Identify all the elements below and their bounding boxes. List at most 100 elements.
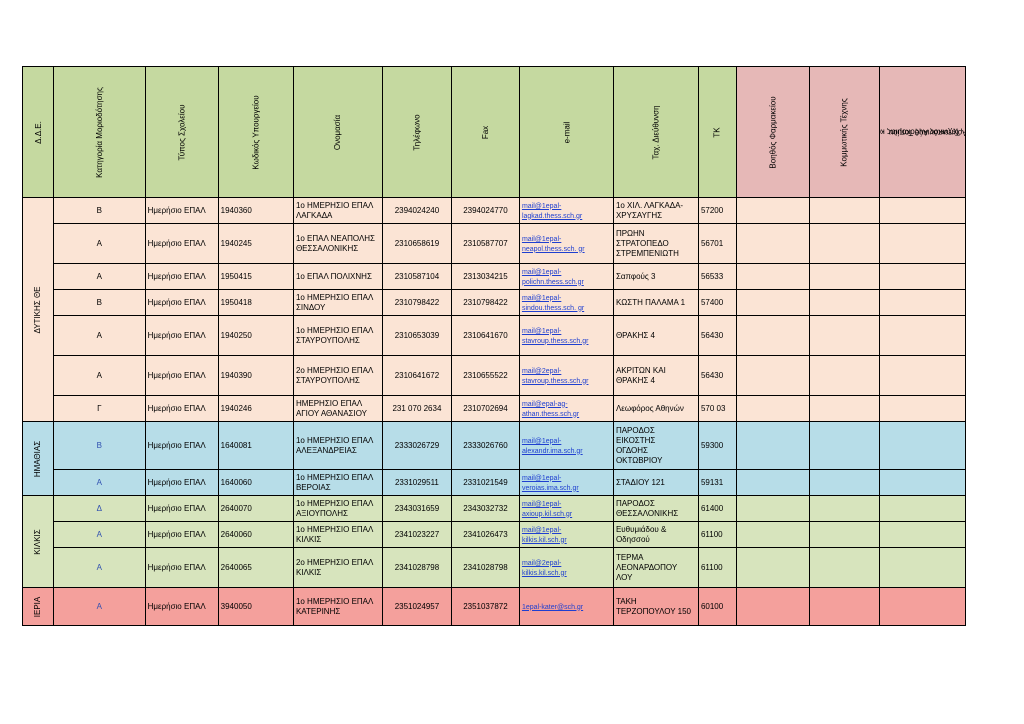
header-label: ΤΚ	[712, 126, 722, 138]
cell-text: ΗΜΑΘΙΑΣ	[33, 440, 42, 477]
cell-spec-floristry	[878, 197, 966, 224]
cell-email[interactable]: mail@1epal-polichn.thess.sch.gr	[518, 263, 614, 290]
cell-name: 1ο ΗΜΕΡΗΣΙΟ ΕΠΑΛ ΚΙΛΚΙΣ	[292, 521, 383, 548]
cell-text: Ημερήσιο ΕΠΑΛ	[147, 477, 206, 487]
email-link[interactable]: mail@1epal-polichn.thess.sch.gr	[522, 269, 584, 286]
header-label: Βοηθός Φαρμακείου	[768, 95, 778, 169]
cell-email[interactable]: mail@1epal-lagkad.thess.sch.gr	[518, 197, 614, 224]
cell-text: 2333026760	[463, 440, 508, 450]
email-link[interactable]: mail@2epal-kilkis.kil.sch.gr	[522, 560, 567, 577]
cell-text: ΚΙΛΚΙΣ	[33, 528, 42, 555]
cell-phone: 2310641672	[381, 355, 452, 396]
cell-text: Ημερήσιο ΕΠΑΛ	[147, 271, 206, 281]
cell-email[interactable]: mail@2epal-stavroup.thess.sch.gr	[518, 355, 614, 396]
cell-email[interactable]: mail@1epal-axioup.kil.sch.gr	[518, 495, 614, 522]
cell-spec-hairdressing	[809, 197, 880, 224]
cell-text: veroias.ima.sch.gr	[521, 484, 579, 492]
cell-school-type: Ημερήσιο ΕΠΑΛ	[144, 355, 219, 396]
email-link[interactable]: mail@1epal-axioup.kil.sch.gr	[522, 501, 572, 518]
cell-text: 1ο ΗΜΕΡΗΣΙΟ ΕΠΑΛ	[295, 435, 374, 445]
cell-text: neapol.thess.sch. gr	[521, 245, 585, 253]
cell-ministry-code: 2640060	[217, 521, 294, 548]
cell-fax: 2331021549	[450, 469, 520, 496]
cell-address: 1ο ΧΙΛ. ΛΑΓΚΑΔΑ- ΧΡΥΣΑΥΓΗΣ	[612, 197, 699, 224]
cell-text: ΣΤΑΥΡΟΥΠΟΛΗΣ	[295, 335, 360, 345]
cell-email[interactable]: mail@1epal-veroias.ima.sch.gr	[518, 469, 614, 496]
cell-ministry-code: 1940390	[217, 355, 294, 396]
cell-spec-pharmacy	[735, 421, 811, 470]
cell-text: athan.thess.sch.gr	[521, 410, 580, 418]
email-link[interactable]: mail@1epal-kilkis.kil.sch.gr	[522, 527, 567, 544]
cell-phone: 2341028798	[381, 547, 452, 588]
cell-phone: 2333026729	[381, 421, 452, 470]
cell-text: Β	[96, 440, 102, 450]
cell-text: 2310653039	[394, 330, 440, 340]
cell-text: axioup.kil.sch.gr	[521, 510, 573, 518]
cell-name: 1ο ΗΜΕΡΗΣΙΟ ΕΠΑΛ ΑΞΙΟΥΠΟΛΗΣ	[292, 495, 383, 522]
header-spec-hairdressing: Κομμωτικής Τέχνης	[809, 66, 880, 198]
cell-spec-floristry	[878, 315, 966, 356]
table-row: Α Ημερήσιο ΕΠΑΛ 1940245 1ο ΕΠΑΛ ΝΕΑΠΟΛΗΣ ΘΕΣ…	[23, 223, 966, 264]
cell-text: 1940360	[220, 205, 252, 215]
cell-text: ΗΜΕΡΗΣΙΟ ΕΠΑΛ	[295, 398, 363, 408]
email-link[interactable]: mail@1epal-alexandr.ima.sch.gr	[522, 438, 583, 455]
email-link[interactable]: mail@epal-ag-athan.thess.sch.gr	[522, 401, 579, 418]
cell-name: 2ο ΗΜΕΡΗΣΙΟ ΕΠΑΛ ΚΙΛΚΙΣ	[292, 547, 383, 588]
cell-ministry-code: 1640060	[217, 469, 294, 496]
cell-text: ΣΙΝΔΟΥ	[295, 302, 326, 312]
cell-text: Ημερήσιο ΕΠΑΛ	[147, 238, 206, 248]
cell-school-type: Ημερήσιο ΕΠΑΛ	[144, 469, 219, 496]
cell-address: ΑΚΡΙΤΩΝ ΚΑΙ ΘΡΑΚΗΣ 4	[612, 355, 699, 396]
table-row: Γ Ημερήσιο ΕΠΑΛ 1940246 ΗΜΕΡΗΣΙΟ ΕΠΑΛ ΑΓΙΟΥ …	[23, 395, 966, 422]
cell-text: ΙΕΡΙΑ	[33, 596, 42, 617]
header-label: Κομμωτικής Τέχνης	[839, 97, 849, 167]
email-link[interactable]: mail@1epal-neapol.thess.sch. gr	[522, 236, 585, 253]
cell-spec-pharmacy	[735, 587, 811, 626]
cell-text: ΛΑΓΚΑΔΑ	[295, 210, 333, 220]
email-link[interactable]: mail@2epal-stavroup.thess.sch.gr	[522, 368, 589, 385]
cell-text: mail@1epal-	[521, 526, 562, 534]
cell-text: 1ο ΗΜΕΡΗΣΙΟ ΕΠΑΛ	[295, 472, 374, 482]
cell-category: Α	[53, 315, 146, 356]
region-kilkis: ΚΙΛΚΙΣ	[22, 495, 54, 588]
cell-address: Ευθυμιάδου & Οδησσού	[612, 521, 699, 548]
cell-email[interactable]: mail@1epal-alexandr.ima.sch.gr	[518, 421, 614, 470]
cell-email[interactable]: mail@1epal-neapol.thess.sch. gr	[518, 223, 614, 264]
cell-text: Ημερήσιο ΕΠΑΛ	[147, 562, 206, 572]
email-link[interactable]: mail@1epal-stavroup.thess.sch.gr	[522, 328, 589, 345]
cell-text: Α	[96, 238, 102, 248]
table-row: Β Ημερήσιο ΕΠΑΛ 1950418 1ο ΗΜΕΡΗΣΙΟ ΕΠΑΛ ΣΙΝ…	[23, 289, 966, 316]
cell-name: ΗΜΕΡΗΣΙΟ ΕΠΑΛ ΑΓΙΟΥ ΑΘΑΝΑΣΙΟΥ	[292, 395, 383, 422]
cell-email[interactable]: mail@1epal-stavroup.thess.sch.gr	[518, 315, 614, 356]
cell-email[interactable]: mail@2epal-kilkis.kil.sch.gr	[518, 547, 614, 588]
cell-spec-pharmacy	[735, 223, 811, 264]
cell-email[interactable]: mail@1epal-kilkis.kil.sch.gr	[518, 521, 614, 548]
cell-category: Α	[53, 587, 146, 626]
cell-phone: 2394024240	[381, 197, 452, 224]
cell-text: 1ο ΗΜΕΡΗΣΙΟ ΕΠΑΛ	[295, 292, 374, 302]
email-link[interactable]: mail@1epal-lagkad.thess.sch.gr	[522, 203, 582, 220]
cell-fax: 2351037872	[450, 587, 520, 626]
cell-text: 57400	[700, 297, 724, 307]
email-link[interactable]: 1epal-kater@sch.gr	[522, 604, 583, 611]
header-label: Τηλέφωνο	[412, 113, 422, 151]
cell-spec-hairdressing	[809, 421, 880, 470]
header-address: Ταχ. Διεύθυνση	[612, 66, 699, 198]
cell-email[interactable]: mail@1epal-sindou.thess.sch. gr	[518, 289, 614, 316]
cell-spec-hairdressing	[809, 547, 880, 588]
cell-email[interactable]: mail@epal-ag-athan.thess.sch.gr	[518, 395, 614, 422]
cell-spec-hairdressing	[809, 587, 880, 626]
cell-ministry-code: 2640070	[217, 495, 294, 522]
cell-category: Α	[53, 469, 146, 496]
cell-email[interactable]: 1epal-kater@sch.gr	[518, 587, 614, 626]
table-row: Α Ημερήσιο ΕΠΑΛ 2640060 1ο ΗΜΕΡΗΣΙΟ ΕΠΑΛ ΚΙΛ…	[23, 521, 966, 548]
cell-text: Α	[96, 330, 102, 340]
email-link[interactable]: mail@1epal-sindou.thess.sch. gr	[522, 295, 584, 312]
cell-spec-hairdressing	[809, 495, 880, 522]
cell-text: 56430	[700, 370, 724, 380]
cell-text: ΤΕΡΖΟΠΟΥΛΟΥ 150	[615, 606, 691, 616]
cell-text: 2ο ΗΜΕΡΗΣΙΟ ΕΠΑΛ	[295, 365, 374, 375]
header-label: Ταχ. Διεύθυνση	[651, 104, 661, 160]
cell-text: ΑΞΙΟΥΠΟΛΗΣ	[295, 508, 348, 518]
email-link[interactable]: mail@1epal-veroias.ima.sch.gr	[522, 475, 579, 492]
